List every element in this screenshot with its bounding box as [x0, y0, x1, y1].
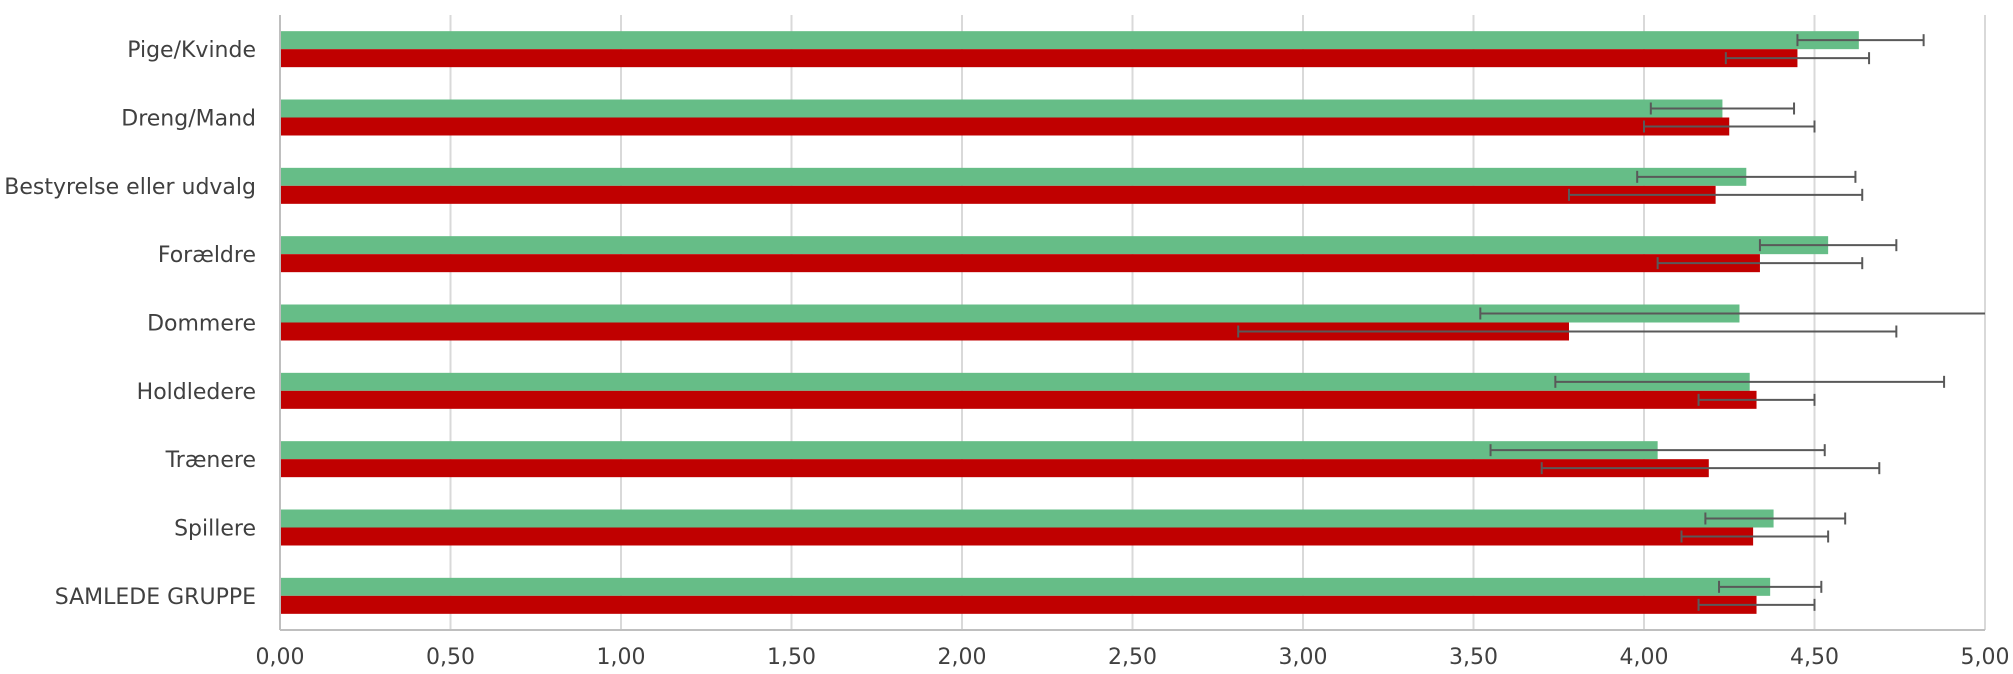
bar	[280, 372, 1750, 391]
bar	[280, 390, 1757, 409]
category-label: SAMLEDE GRUPPE	[55, 585, 256, 610]
category-label: Spillere	[174, 517, 256, 542]
category-label: Bestyrelse eller udvalg	[4, 175, 256, 200]
x-tick-label: 0,50	[426, 645, 475, 670]
x-tick-label: 4,50	[1790, 645, 1839, 670]
bar	[280, 459, 1709, 478]
x-tick-label: 3,00	[1279, 645, 1328, 670]
labels: 0,00 0,50 1,00 1,50 2,00 2,50 3,00 3,50 4,00 4,50…	[4, 38, 2009, 670]
bar	[280, 117, 1730, 136]
error-bars	[1237, 34, 1985, 611]
bar	[280, 577, 1771, 596]
bar	[280, 254, 1760, 273]
category-label: Trænere	[165, 448, 256, 473]
x-tick-label: 2,00	[938, 645, 987, 670]
bar	[280, 595, 1757, 614]
x-tick-label: 2,50	[1108, 645, 1157, 670]
bar	[280, 49, 1798, 68]
axes	[279, 15, 1985, 631]
x-tick-label: 5,00	[1961, 645, 2010, 670]
x-tick-label: 0,00	[256, 645, 305, 670]
category-label: Dommere	[147, 312, 256, 337]
category-label: Holdledere	[137, 380, 256, 405]
bar	[280, 99, 1723, 118]
bar	[280, 509, 1774, 528]
bar	[280, 236, 1829, 255]
x-tick-label: 4,00	[1620, 645, 1669, 670]
bar	[280, 441, 1658, 460]
bar	[280, 31, 1859, 50]
x-tick-label: 1,00	[597, 645, 646, 670]
bar	[280, 304, 1740, 323]
bars	[280, 31, 1859, 614]
x-tick-label: 3,50	[1449, 645, 1498, 670]
category-label: Forældre	[158, 243, 256, 268]
bar	[280, 527, 1754, 546]
bar	[280, 167, 1747, 186]
category-label: Dreng/Mand	[121, 107, 256, 132]
category-label: Pige/Kvinde	[127, 38, 256, 63]
bar	[280, 185, 1716, 204]
bar	[280, 322, 1569, 341]
x-tick-label: 1,50	[767, 645, 816, 670]
